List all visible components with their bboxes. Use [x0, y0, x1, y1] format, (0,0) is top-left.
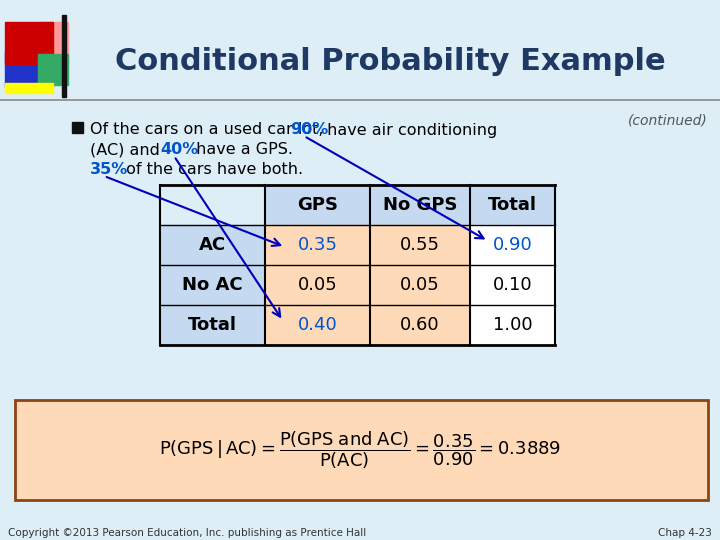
Bar [160, 305, 265, 345]
Text: 0.90: 0.90 [492, 236, 532, 254]
Bar [370, 225, 470, 265]
Bar [470, 185, 555, 225]
Text: No AC: No AC [182, 276, 243, 294]
Bar [265, 225, 370, 265]
Bar [5, 83, 53, 93]
Bar [265, 265, 370, 305]
Text: have air conditioning: have air conditioning [322, 123, 498, 138]
Text: 0.05: 0.05 [400, 276, 440, 294]
Text: AC: AC [199, 236, 226, 254]
Bar [470, 305, 555, 345]
Text: 0.60: 0.60 [400, 316, 440, 334]
Bar [160, 185, 265, 225]
Bar [265, 185, 370, 225]
Text: Total: Total [488, 196, 537, 214]
Text: 0.35: 0.35 [297, 236, 338, 254]
Text: $\mathrm{P(GPS\,|\,AC)} = \dfrac{\mathrm{P(GPS\;and\;AC)}}{\mathrm{P(AC)}} = \df: $\mathrm{P(GPS\,|\,AC)} = \dfrac{\mathrm… [159, 429, 561, 471]
Text: Total: Total [188, 316, 237, 334]
Text: 0.05: 0.05 [297, 276, 338, 294]
Bar [38, 54, 68, 85]
Bar [370, 185, 470, 225]
Text: 35%: 35% [90, 163, 128, 178]
Bar [62, 15, 66, 97]
Text: (continued): (continued) [629, 113, 708, 127]
Text: 0.40: 0.40 [297, 316, 338, 334]
Bar [5, 52, 53, 87]
FancyBboxPatch shape [15, 400, 708, 500]
Bar [160, 265, 265, 305]
Bar [38, 22, 68, 64]
Text: 90%: 90% [290, 123, 328, 138]
Text: of the cars have both.: of the cars have both. [121, 163, 303, 178]
Bar [470, 225, 555, 265]
Text: GPS: GPS [297, 196, 338, 214]
Bar [265, 305, 370, 345]
Text: Copyright ©2013 Pearson Education, Inc. publishing as Prentice Hall: Copyright ©2013 Pearson Education, Inc. … [8, 528, 366, 538]
Text: 40%: 40% [160, 143, 198, 158]
Bar [470, 265, 555, 305]
Text: 0.55: 0.55 [400, 236, 440, 254]
Text: 1.00: 1.00 [492, 316, 532, 334]
Bar [72, 122, 83, 133]
Text: No GPS: No GPS [383, 196, 457, 214]
Text: Conditional Probability Example: Conditional Probability Example [114, 48, 665, 77]
Text: Of the cars on a used car lot,: Of the cars on a used car lot, [90, 123, 328, 138]
Text: Chap 4-23: Chap 4-23 [658, 528, 712, 538]
Bar [5, 22, 53, 64]
Text: 0.10: 0.10 [492, 276, 532, 294]
Bar [370, 305, 470, 345]
Bar [370, 265, 470, 305]
Bar [160, 225, 265, 265]
Text: have a GPS.: have a GPS. [191, 143, 293, 158]
Text: (AC) and: (AC) and [90, 143, 165, 158]
